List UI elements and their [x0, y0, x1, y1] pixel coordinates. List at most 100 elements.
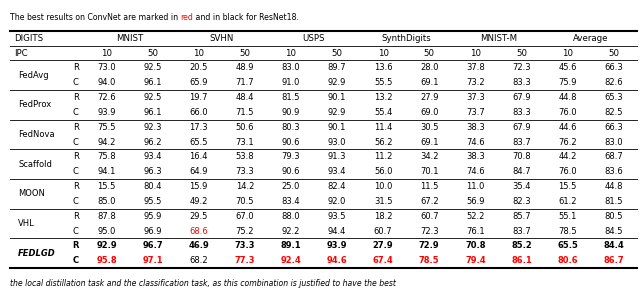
Text: 50: 50 — [516, 49, 527, 57]
Text: 83.4: 83.4 — [282, 197, 300, 206]
Text: 75.9: 75.9 — [558, 78, 577, 87]
Text: 55.5: 55.5 — [374, 78, 392, 87]
Text: 90.6: 90.6 — [282, 167, 300, 176]
Text: 73.0: 73.0 — [97, 63, 116, 72]
Text: FedAvg: FedAvg — [19, 71, 49, 80]
Text: 10: 10 — [562, 49, 573, 57]
Text: 91.3: 91.3 — [328, 152, 346, 161]
Text: 19.7: 19.7 — [189, 93, 208, 102]
Text: 44.8: 44.8 — [558, 93, 577, 102]
Text: 70.1: 70.1 — [420, 167, 438, 176]
Text: 90.1: 90.1 — [328, 93, 346, 102]
Text: 44.6: 44.6 — [558, 123, 577, 132]
Text: 84.4: 84.4 — [604, 241, 624, 250]
Text: 96.1: 96.1 — [143, 108, 162, 117]
Text: C: C — [73, 197, 79, 206]
Text: 71.7: 71.7 — [236, 78, 254, 87]
Text: 85.0: 85.0 — [97, 197, 116, 206]
Text: 13.6: 13.6 — [374, 63, 392, 72]
Text: R: R — [73, 93, 79, 102]
Text: R: R — [73, 182, 79, 191]
Text: 50: 50 — [147, 49, 158, 57]
Text: 72.3: 72.3 — [420, 226, 438, 236]
Text: 67.9: 67.9 — [512, 123, 531, 132]
Text: 88.0: 88.0 — [282, 212, 300, 221]
Text: 85.2: 85.2 — [511, 241, 532, 250]
Text: 73.7: 73.7 — [466, 108, 484, 117]
Text: 67.2: 67.2 — [420, 197, 438, 206]
Text: 92.5: 92.5 — [143, 93, 162, 102]
Text: 15.5: 15.5 — [97, 182, 116, 191]
Text: C: C — [73, 167, 79, 176]
Text: 90.1: 90.1 — [328, 123, 346, 132]
Text: 60.7: 60.7 — [420, 212, 438, 221]
Text: 92.3: 92.3 — [143, 123, 162, 132]
Text: 50: 50 — [239, 49, 250, 57]
Text: 68.2: 68.2 — [189, 256, 208, 265]
Text: 14.2: 14.2 — [236, 182, 254, 191]
Text: 76.0: 76.0 — [558, 108, 577, 117]
Text: 97.1: 97.1 — [142, 256, 163, 265]
Text: 95.0: 95.0 — [97, 226, 116, 236]
Text: R: R — [73, 152, 79, 161]
Text: 86.7: 86.7 — [604, 256, 624, 265]
Text: 87.8: 87.8 — [97, 212, 116, 221]
Text: 79.3: 79.3 — [282, 152, 300, 161]
Text: 93.9: 93.9 — [97, 108, 116, 117]
Text: 10: 10 — [285, 49, 296, 57]
Text: 83.0: 83.0 — [282, 63, 300, 72]
Text: 53.8: 53.8 — [236, 152, 254, 161]
Text: 61.2: 61.2 — [558, 197, 577, 206]
Text: 92.2: 92.2 — [282, 226, 300, 236]
Text: 44.2: 44.2 — [559, 152, 577, 161]
Text: 48.4: 48.4 — [236, 93, 254, 102]
Text: 84.5: 84.5 — [605, 226, 623, 236]
Text: 49.2: 49.2 — [189, 197, 208, 206]
Text: 65.5: 65.5 — [189, 137, 208, 146]
Text: 70.8: 70.8 — [512, 152, 531, 161]
Text: 73.3: 73.3 — [234, 241, 255, 250]
Text: 17.3: 17.3 — [189, 123, 208, 132]
Text: 80.4: 80.4 — [143, 182, 162, 191]
Text: 56.2: 56.2 — [374, 137, 392, 146]
Text: 94.4: 94.4 — [328, 226, 346, 236]
Text: 11.5: 11.5 — [420, 182, 438, 191]
Text: 92.9: 92.9 — [328, 78, 346, 87]
Text: 46.9: 46.9 — [188, 241, 209, 250]
Text: red: red — [180, 13, 193, 22]
Text: USPS: USPS — [303, 34, 325, 43]
Text: 71.5: 71.5 — [236, 108, 254, 117]
Text: 11.0: 11.0 — [466, 182, 484, 191]
Text: 89.1: 89.1 — [280, 241, 301, 250]
Text: 73.2: 73.2 — [466, 78, 484, 87]
Text: 50: 50 — [424, 49, 435, 57]
Text: 67.9: 67.9 — [512, 93, 531, 102]
Text: 92.5: 92.5 — [143, 63, 162, 72]
Text: 76.2: 76.2 — [558, 137, 577, 146]
Text: 96.7: 96.7 — [142, 241, 163, 250]
Text: 83.3: 83.3 — [512, 78, 531, 87]
Text: VHL: VHL — [19, 219, 35, 228]
Text: 90.9: 90.9 — [282, 108, 300, 117]
Text: R: R — [73, 63, 79, 72]
Text: 80.6: 80.6 — [557, 256, 578, 265]
Text: 66.0: 66.0 — [189, 108, 208, 117]
Text: 95.5: 95.5 — [143, 197, 162, 206]
Text: 11.4: 11.4 — [374, 123, 392, 132]
Text: 68.7: 68.7 — [604, 152, 623, 161]
Text: 15.5: 15.5 — [559, 182, 577, 191]
Text: 37.8: 37.8 — [466, 63, 484, 72]
Text: 69.1: 69.1 — [420, 137, 438, 146]
Text: IPC: IPC — [14, 49, 28, 57]
Text: C: C — [73, 78, 79, 87]
Text: SVHN: SVHN — [209, 34, 234, 43]
Text: C: C — [72, 256, 79, 265]
Text: 55.4: 55.4 — [374, 108, 392, 117]
Text: 65.3: 65.3 — [604, 93, 623, 102]
Text: 20.5: 20.5 — [189, 63, 208, 72]
Text: 96.1: 96.1 — [143, 78, 162, 87]
Text: 93.4: 93.4 — [328, 167, 346, 176]
Text: The best results on ConvNet are marked in: The best results on ConvNet are marked i… — [10, 13, 180, 22]
Text: R: R — [73, 212, 79, 221]
Text: 10: 10 — [101, 49, 112, 57]
